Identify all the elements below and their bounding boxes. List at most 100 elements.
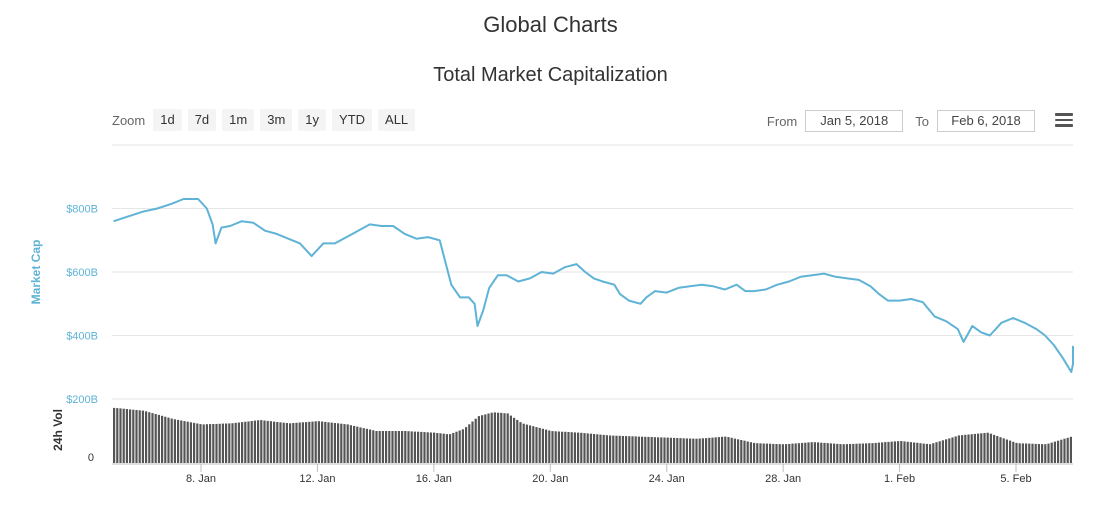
volume-bar — [810, 442, 813, 463]
volume-bar — [871, 443, 874, 463]
volume-bar — [727, 437, 730, 463]
volume-bar — [577, 432, 580, 463]
volume-bar — [433, 432, 436, 463]
y-axis-ticks: $200B $400B $600B $800B — [66, 204, 98, 407]
volume-bar — [797, 443, 800, 463]
volume-bar — [935, 442, 938, 463]
x-tick-label: 12. Jan — [299, 473, 335, 485]
volume-bar — [769, 443, 772, 463]
zoom-button-ytd[interactable]: YTD — [332, 109, 373, 131]
volume-bar — [445, 434, 448, 463]
volume-bar — [205, 424, 208, 463]
volume-bar — [497, 412, 500, 463]
volume-bar — [900, 441, 903, 463]
zoom-button-all[interactable]: ALL — [378, 109, 416, 131]
volume-bar — [628, 436, 631, 463]
volume-bar — [586, 433, 589, 463]
volume-bar — [317, 421, 320, 463]
volume-bar — [852, 443, 855, 463]
volume-bar — [897, 441, 900, 463]
volume-bar — [813, 442, 816, 463]
zoom-button-1m[interactable]: 1m — [222, 109, 255, 131]
volume-bar — [701, 438, 704, 463]
volume-bar — [407, 431, 410, 463]
volume-bar — [164, 416, 167, 463]
volume-bar — [762, 443, 765, 463]
zoom-label: Zoom — [112, 112, 146, 128]
volume-bar — [493, 412, 496, 463]
volume-bar — [941, 440, 944, 463]
volume-bars — [113, 407, 1072, 463]
to-label: To — [915, 113, 929, 129]
volume-bar — [490, 412, 493, 463]
page-title: Global Charts — [483, 12, 618, 37]
volume-bar — [285, 423, 288, 463]
volume-bar — [385, 431, 388, 463]
volume-bar — [564, 431, 567, 463]
volume-bar — [397, 431, 400, 463]
volume-bar — [468, 424, 471, 463]
volume-bar — [359, 427, 362, 463]
volume-bar — [538, 427, 541, 463]
volume-bar — [343, 424, 346, 463]
volume-bar — [682, 438, 685, 463]
from-label: From — [766, 113, 798, 129]
volume-bar — [401, 431, 404, 463]
volume-bar — [989, 433, 992, 463]
volume-bar — [1050, 442, 1053, 463]
zoom-button-1y[interactable]: 1y — [298, 109, 327, 131]
volume-bar — [314, 421, 317, 463]
volume-bar — [186, 421, 189, 463]
volume-bar — [999, 437, 1002, 463]
volume-bar — [1041, 444, 1044, 463]
y-tick-label: $200B — [66, 394, 98, 406]
volume-bar — [596, 434, 599, 463]
volume-bar — [356, 426, 359, 463]
volume-bar — [807, 442, 810, 463]
volume-bar — [906, 441, 909, 463]
volume-bar — [173, 419, 176, 463]
volume-bar — [913, 442, 916, 463]
volume-bar — [804, 442, 807, 463]
volume-bar — [967, 434, 970, 463]
volume-bar — [423, 432, 426, 463]
volume-bar — [692, 438, 695, 463]
volume-bar — [858, 443, 861, 463]
volume-bar — [513, 417, 516, 463]
volume-bar — [183, 421, 186, 463]
volume-bar — [695, 438, 698, 463]
volume-bar — [647, 436, 650, 463]
to-date-input[interactable]: Feb 6, 2018 — [937, 110, 1035, 132]
volume-bar — [829, 443, 832, 463]
volume-bar — [269, 421, 272, 463]
volume-bar — [970, 434, 973, 463]
volume-bar — [413, 431, 416, 463]
volume-bar — [1034, 443, 1037, 463]
volume-bar — [365, 428, 368, 463]
volume-axis-title: 24h Vol — [51, 409, 65, 451]
volume-bar — [657, 437, 660, 463]
volume-bar — [877, 442, 880, 463]
zoom-button-1d[interactable]: 1d — [153, 109, 182, 131]
volume-bar — [503, 413, 506, 463]
from-date-input[interactable]: Jan 5, 2018 — [805, 110, 904, 132]
volume-bar — [737, 439, 740, 463]
volume-bar — [218, 423, 221, 463]
hamburger-menu-icon[interactable] — [1055, 113, 1073, 127]
volume-bar — [119, 408, 122, 463]
volume-bar — [945, 439, 948, 463]
volume-bar — [333, 423, 336, 463]
volume-bar — [625, 436, 628, 463]
volume-bar — [301, 422, 304, 463]
volume-bar — [724, 436, 727, 463]
volume-bar — [189, 422, 192, 463]
volume-bar — [1009, 440, 1012, 463]
zoom-button-3m[interactable]: 3m — [260, 109, 293, 131]
grid-lines — [112, 144, 1073, 400]
volume-bar — [954, 436, 957, 463]
volume-bar — [449, 434, 452, 463]
volume-bar — [740, 440, 743, 463]
volume-bar — [154, 414, 157, 463]
zoom-button-7d[interactable]: 7d — [187, 109, 217, 131]
volume-bar — [209, 424, 212, 463]
